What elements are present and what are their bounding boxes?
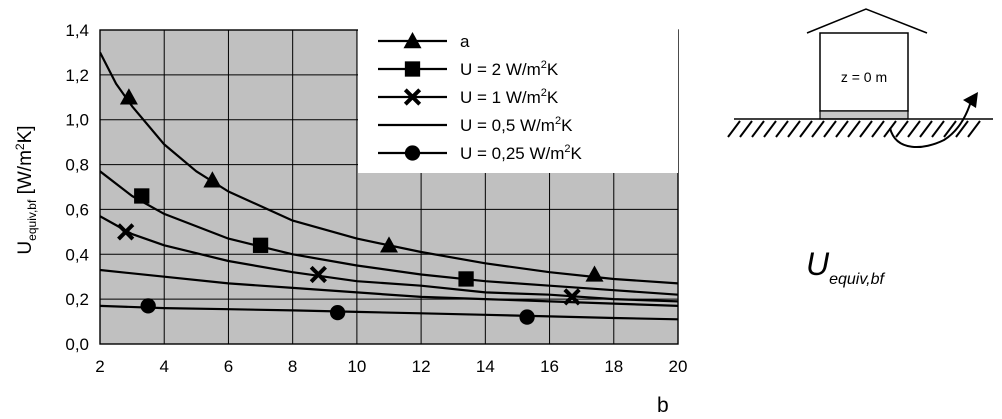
legend-item: U = 2 W/m2K [378,59,559,79]
data-point-square [134,188,150,204]
x-tick-label: 18 [604,357,623,376]
y-axis-label-unit-sup: 2 [13,143,27,150]
data-point-circle [519,309,535,325]
x-tick-label: 14 [476,357,495,376]
data-point-square [458,271,474,287]
x-tick-label: 4 [159,357,168,376]
y-axis-label-subscript: equiv,bf [25,199,39,241]
data-point-circle [404,145,421,161]
data-point-cross [309,265,327,284]
y-tick-label: 1,4 [65,21,89,40]
y-axis-label-symbol: U [15,241,36,255]
data-point-triangle [380,236,398,253]
legend-label: U = 1 W/m2K [460,87,559,107]
x-tick-label: 10 [347,357,366,376]
y-tick-label: 0,6 [65,200,89,219]
data-point-triangle [403,32,422,49]
series-line-4 [100,268,678,307]
data-point-circle [329,304,346,321]
x-axis-label: b [657,394,669,417]
legend: a U = 2 W/m2K U = 1 W/m2K U = 0,5 W/m2K U = … [358,28,678,173]
data-point-square [404,61,421,77]
x-tick-label: 2 [95,357,104,376]
y-tick-labels: 0,0 0,2 0,4 0,6 0,8 1,0 1,2 1,4 [65,21,89,354]
ground-hatching [727,120,981,138]
x-tick-label: 12 [412,357,431,376]
heat-flow-arrow [889,97,973,149]
legend-item: U = 0,5 W/m2K [378,115,573,135]
y-tick-label: 0,0 [65,335,89,354]
data-point-circle [140,298,156,314]
legend-item: a [378,32,470,51]
y-tick-label: 1,0 [65,111,89,130]
legend-item: U = 0,25 W/m2K [378,143,583,163]
data-point-triangle [203,171,222,188]
y-axis-label-unit-end: K] [15,125,36,143]
legend-label: U = 0,25 W/m2K [460,143,583,163]
heat-flow-arrowhead-icon [963,92,978,108]
data-point-triangle [585,265,604,282]
x-tick-label: 8 [288,357,297,376]
data-point-triangle [119,88,138,105]
house-body [819,32,909,112]
floor-level-label: z = 0 m [841,69,887,85]
house-diagram: z = 0 m Uequiv,bf [727,8,993,288]
legend-item: U = 1 W/m2K [378,87,559,107]
series-line-5 [100,304,678,321]
data-point-cross [563,288,581,306]
y-tick-label: 0,2 [65,290,89,309]
x-tick-label: 20 [669,357,688,376]
data-point-cross [117,223,135,241]
y-axis-label: Uequiv,bf [W/m2K] [13,125,39,254]
y-tick-label: 0,8 [65,156,89,175]
legend-label: a [460,32,470,51]
legend-label: U = 2 W/m2K [460,59,559,79]
legend-label: U = 0,5 W/m2K [460,115,573,135]
x-tick-label: 16 [540,357,559,376]
series-line-1 [100,51,678,285]
data-point-cross [403,88,422,106]
data-point-square [252,237,269,253]
house-floor-slab [819,110,909,120]
y-tick-label: 0,4 [65,245,89,264]
y-axis-label-unit: [W/m [15,150,36,200]
y-tick-label: 1,2 [65,66,89,85]
series-line-2 [100,170,678,296]
house-roof [806,8,928,34]
x-tick-label: 6 [224,357,233,376]
x-tick-labels: 2 4 6 8 10 12 14 16 18 20 [95,357,687,376]
series-markers [117,88,604,325]
equivalent-u-symbol: Uequiv,bf [806,246,886,288]
